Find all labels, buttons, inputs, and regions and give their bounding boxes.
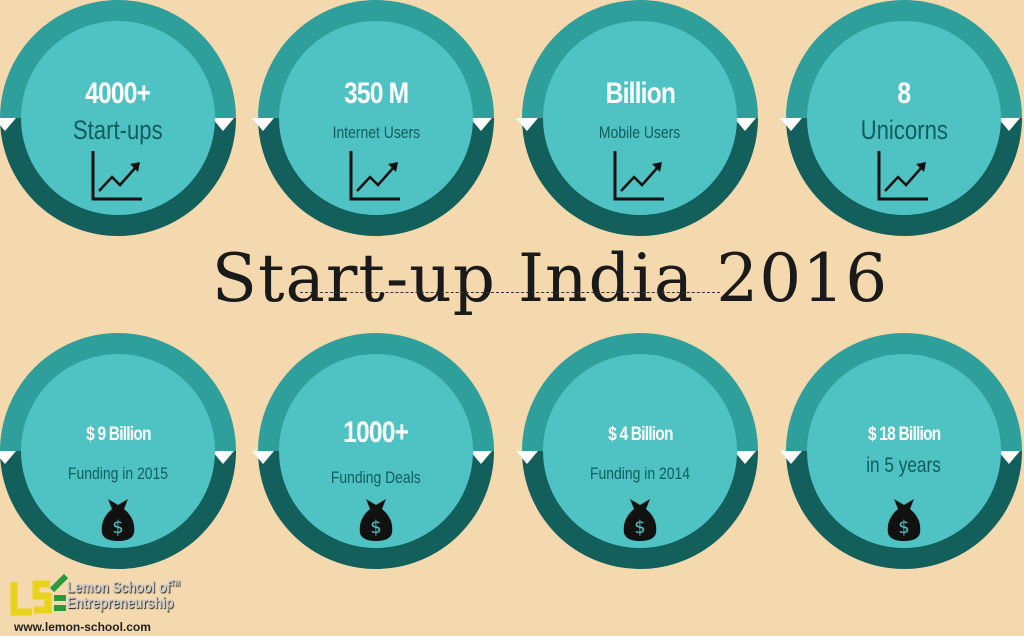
money-bag-icon: $	[100, 497, 136, 546]
stat-label: Mobile Users	[599, 123, 681, 142]
stat-circle: Billion Mobile Users	[516, 0, 758, 236]
triangle-marker-icon	[212, 118, 234, 131]
stat-label: Unicorns	[860, 115, 948, 145]
stat-label: Funding in 2015	[68, 464, 168, 483]
triangle-marker-icon	[252, 451, 274, 464]
stat-value: Billion	[605, 77, 675, 110]
stat-circle: 1000+ Funding Deals $	[252, 333, 494, 569]
stat-label: Funding in 2014	[590, 464, 690, 483]
money-bag-icon: $	[886, 497, 922, 546]
svg-text:$: $	[112, 517, 123, 538]
triangle-marker-icon	[470, 118, 492, 131]
triangle-marker-icon	[470, 451, 492, 464]
triangle-marker-icon	[212, 451, 234, 464]
title-dashed-line	[300, 292, 720, 293]
svg-text:$: $	[898, 517, 909, 538]
triangle-marker-icon	[734, 118, 756, 131]
page-title: Start-up India 2016	[211, 240, 889, 317]
logo-url: www.lemon-school.com	[14, 620, 151, 634]
money-bag-icon: $	[622, 497, 658, 546]
growth-chart-icon	[876, 151, 932, 208]
triangle-marker-icon	[516, 118, 538, 131]
stat-circle: $ 9 Billion Funding in 2015 $	[0, 333, 236, 569]
triangle-marker-icon	[998, 118, 1020, 131]
stat-value: $ 18 Billion	[867, 424, 941, 445]
triangle-marker-icon	[252, 118, 274, 131]
triangle-marker-icon	[998, 451, 1020, 464]
stat-value: 4000+	[85, 77, 151, 110]
growth-chart-icon	[348, 151, 404, 208]
triangle-marker-icon	[734, 451, 756, 464]
logo: Lemon School ofTM Entrepreneurship www.le…	[10, 570, 180, 634]
triangle-marker-icon	[0, 451, 16, 464]
stat-label: Start-ups	[73, 115, 163, 145]
logo-text: Lemon School ofTM Entrepreneurship	[67, 579, 181, 613]
growth-chart-icon	[612, 151, 668, 208]
lse-logo-icon	[10, 573, 69, 616]
triangle-marker-icon	[0, 118, 16, 131]
stat-circle: $ 18 Billion in 5 years $	[780, 333, 1022, 569]
stat-label: Funding Deals	[331, 468, 421, 487]
stat-value: 8	[897, 77, 912, 110]
svg-text:$: $	[634, 517, 645, 538]
triangle-marker-icon	[780, 118, 802, 131]
growth-chart-icon	[90, 151, 146, 208]
stat-value: 350 M	[343, 77, 409, 110]
stat-circle: 350 M Internet Users	[252, 0, 494, 236]
stat-circle: 8 Unicorns	[780, 0, 1022, 236]
triangle-marker-icon	[516, 451, 538, 464]
svg-text:$: $	[370, 517, 381, 538]
stat-value: 1000+	[343, 416, 409, 449]
stat-value: $ 9 Billion	[85, 424, 151, 445]
money-bag-icon: $	[358, 497, 394, 546]
stat-circle: 4000+ Start-ups	[0, 0, 236, 236]
stat-label: Internet Users	[332, 123, 420, 142]
stat-label: in 5 years	[866, 454, 942, 477]
triangle-marker-icon	[780, 451, 802, 464]
stat-value: $ 4 Billion	[607, 424, 673, 445]
stat-circle: $ 4 Billion Funding in 2014 $	[516, 333, 758, 569]
